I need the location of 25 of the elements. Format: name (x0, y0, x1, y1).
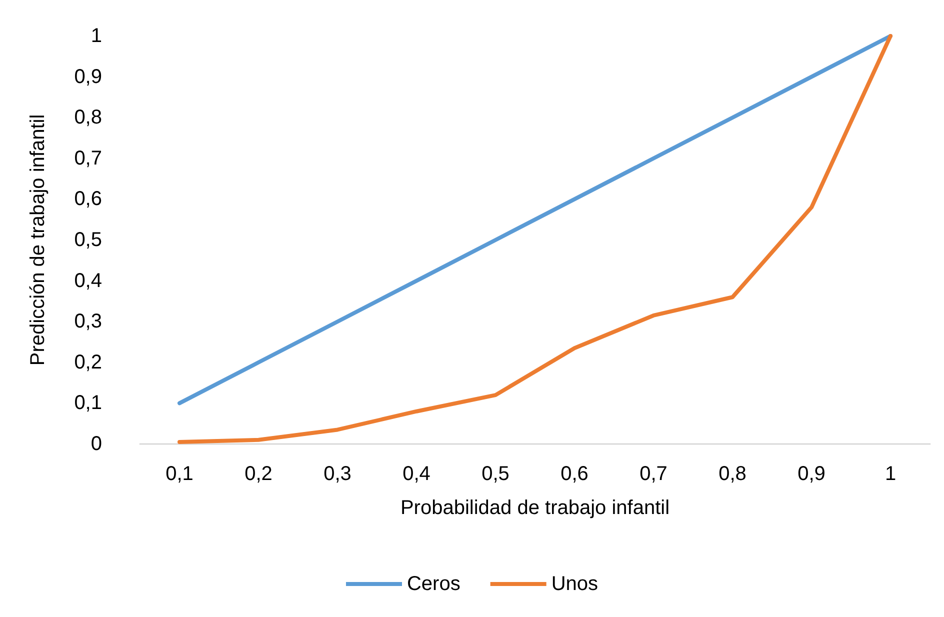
x-tick-label: 0,9 (798, 463, 826, 485)
x-tick-label: 0,4 (402, 463, 430, 485)
y-tick-label: 1 (90, 25, 102, 47)
y-tick-label: 0,1 (74, 392, 102, 414)
x-axis-title: Probabilidad de trabajo infantil (400, 497, 670, 519)
x-tick-label: 0,1 (166, 463, 194, 485)
x-tick-label: 0,3 (324, 463, 352, 485)
y-tick-label: 0,7 (74, 147, 102, 170)
legend-label: Unos (551, 573, 598, 595)
x-tick-label: 0,6 (560, 463, 588, 485)
y-axis-title: Predicción de trabajo infantil (27, 114, 49, 366)
y-tick-label: 0,4 (74, 270, 102, 292)
x-tick-label: 0,8 (718, 463, 746, 485)
legend-label: Ceros (406, 573, 460, 595)
y-tick-label: 0,5 (74, 229, 102, 251)
y-tick-label: 0,8 (74, 106, 102, 129)
x-tick-label: 0,5 (482, 463, 510, 485)
x-tick-label: 1 (884, 463, 896, 485)
x-tick-label: 0,2 (244, 463, 272, 485)
y-tick-label: 0,9 (74, 66, 102, 88)
x-tick-label: 0,7 (640, 463, 668, 485)
y-tick-label: 0,6 (74, 188, 102, 210)
y-tick-label: 0,2 (74, 351, 102, 374)
y-tick-label: 0,3 (74, 310, 102, 333)
y-tick-label: 0 (90, 433, 102, 455)
